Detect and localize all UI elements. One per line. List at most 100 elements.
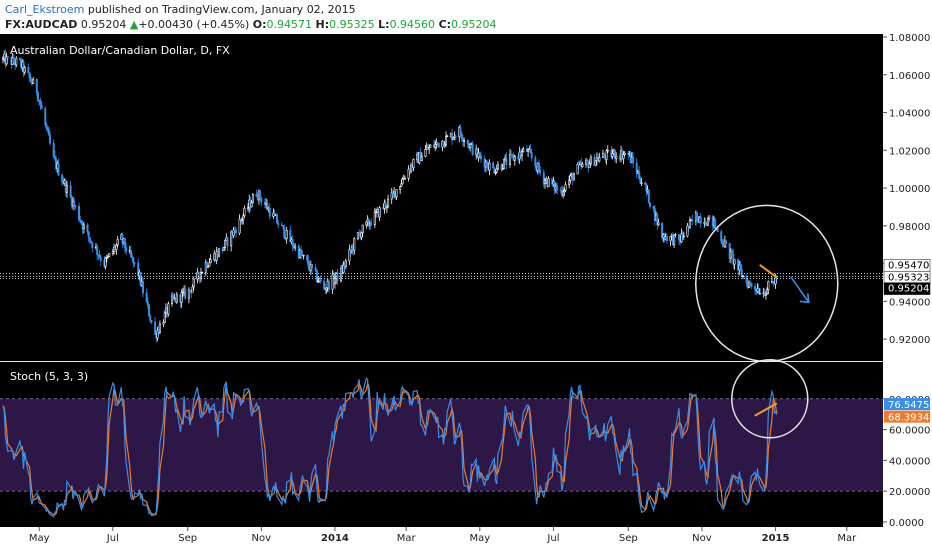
candle [691,219,694,222]
candle [635,162,638,174]
candle [142,281,145,294]
candle [614,150,617,159]
author-link[interactable]: Carl_Ekstroem [5,3,85,16]
candle [732,254,735,265]
candle [154,321,157,335]
candle [285,229,288,240]
candle [294,245,297,249]
candle [327,280,330,290]
candle [725,240,728,244]
candle [714,219,717,228]
chart-header: Carl_Ekstroem published on TradingView.c… [0,0,932,34]
candle [493,167,496,174]
last-price: 0.95204 [80,18,127,31]
candle [342,264,345,273]
candle [344,260,347,267]
candle [534,157,537,167]
stoch-k-line [2,376,778,518]
candle [420,156,423,161]
candle [454,136,457,138]
candle [606,149,609,152]
high-value: 0.95325 [329,18,375,31]
candle [260,198,263,203]
candle [230,231,233,247]
candle [307,260,310,267]
candle [471,143,474,155]
candle [647,189,650,204]
candle [57,163,60,176]
candle [401,178,404,185]
candle [589,156,592,165]
candle [306,254,309,261]
candle [530,152,533,159]
price-tick-label: 1.04000 [889,109,930,120]
candle [513,155,516,161]
stoch-title: Stoch (5, 3, 3) [10,370,88,383]
annotation-ellipse-stoch[interactable] [731,359,809,439]
candle [737,259,740,271]
candle [568,179,571,186]
candle [527,149,530,152]
candle [356,232,359,239]
trendline-price[interactable] [759,264,778,279]
candle [53,155,56,160]
candle [463,140,466,142]
candle [224,239,227,248]
candle [263,201,266,205]
time-tick-label: Sep [619,533,638,544]
time-axis-panel[interactable] [0,527,932,550]
candle [615,156,618,159]
time-tick-label: Jul [106,533,119,544]
arrow-down-icon[interactable] [790,276,810,304]
time-tick-label: Nov [692,533,712,544]
candle [486,161,489,167]
candle [27,67,30,74]
price-chart[interactable]: 0.920000.940000.960000.980001.000001.020… [0,34,932,550]
candle [319,278,322,282]
candle [82,224,85,230]
candle [5,56,8,65]
price-tag [883,282,931,295]
candle [266,203,269,210]
candle [360,232,363,238]
candle [488,162,491,171]
candle [669,236,672,242]
candle [469,143,472,148]
candle [291,239,294,247]
quote-line: FX:AUDCAD 0.95204 ▲+0.00430 (+0.45%) O:0… [5,18,497,31]
candle [682,235,685,238]
time-tick-label: Sep [178,533,197,544]
candle [277,222,280,226]
candle [201,272,204,274]
candle [706,218,709,226]
stoch-tag-label: 76.5475 [888,400,929,411]
price-tick-label: 1.02000 [889,146,930,157]
candle [123,238,126,249]
candle [443,143,446,147]
candle [424,149,427,157]
candle [681,233,684,237]
candle [375,211,378,214]
candle [403,178,406,180]
candle [656,214,659,225]
candle [661,222,664,238]
candle [52,142,55,157]
candle [505,157,508,165]
candle [22,61,25,73]
candle [18,58,21,61]
candle [696,212,699,221]
publication-line: Carl_Ekstroem published on TradingView.c… [5,3,356,16]
price-tag-label: 0.95204 [888,284,929,295]
candle [105,257,108,259]
candle [255,194,258,197]
stoch-band [0,398,883,492]
candle [172,295,175,299]
candle [649,202,652,207]
candle [148,304,151,317]
trendline-stoch[interactable] [754,402,778,417]
symbol-label[interactable]: FX:AUDCAD [5,18,78,31]
candle [728,243,731,259]
candle [460,133,463,139]
candle [170,295,173,305]
candle [428,146,431,150]
